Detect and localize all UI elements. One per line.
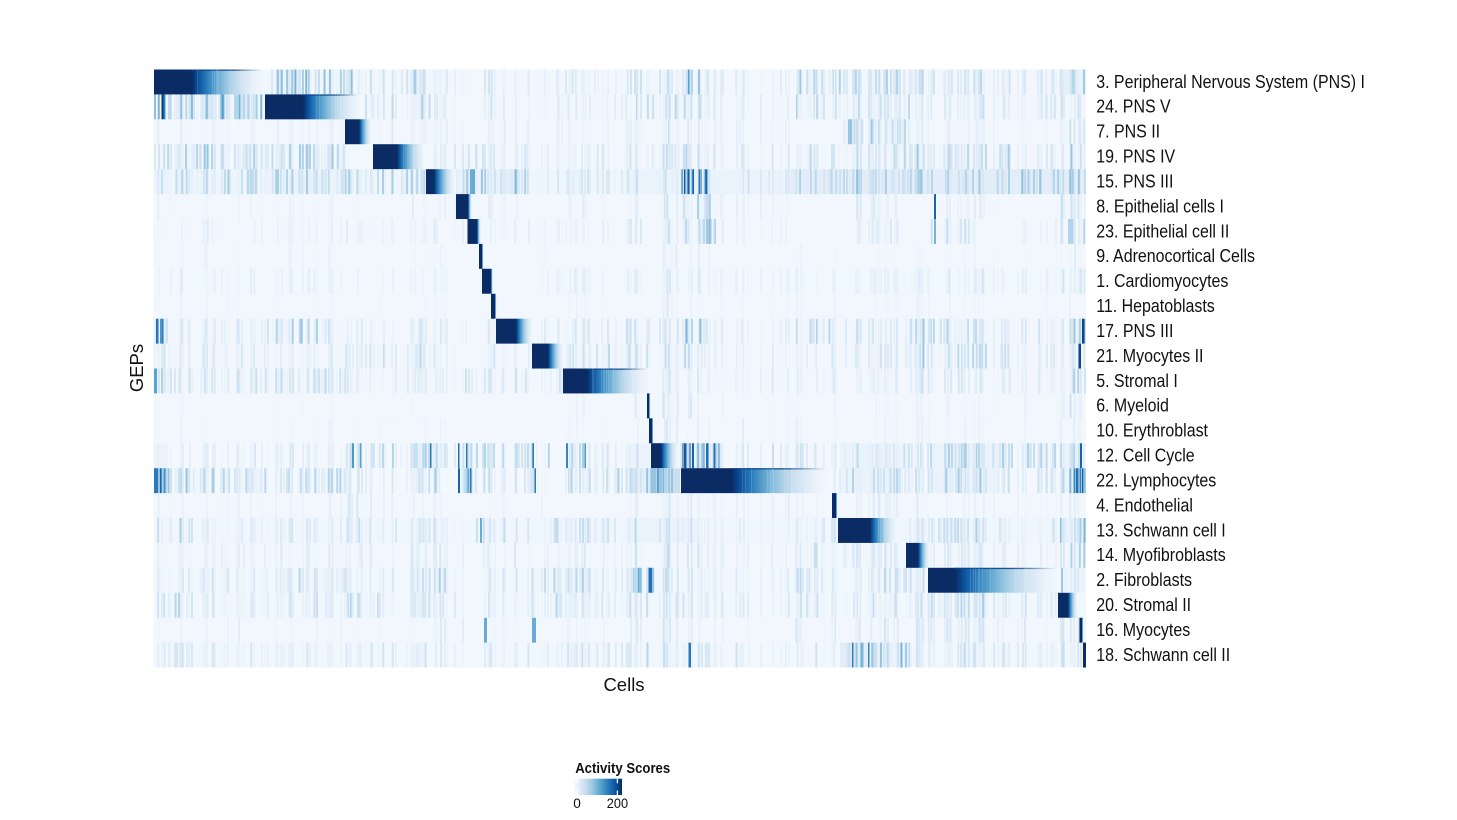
svg-text:GEPs: GEPs [126,344,147,392]
svg-text:16. Myocytes: 16. Myocytes [1096,620,1190,640]
svg-text:Activity Scores: Activity Scores [575,761,670,777]
svg-text:9. Adrenocortical Cells: 9. Adrenocortical Cells [1096,246,1255,266]
svg-text:17. PNS III: 17. PNS III [1096,321,1173,341]
svg-text:6. Myeloid: 6. Myeloid [1096,396,1169,416]
svg-text:24. PNS V: 24. PNS V [1096,97,1171,117]
svg-text:21. Myocytes II: 21. Myocytes II [1096,346,1203,366]
svg-text:19. PNS IV: 19. PNS IV [1096,147,1175,167]
svg-text:0: 0 [573,796,581,811]
svg-text:1. Cardiomyocytes: 1. Cardiomyocytes [1096,271,1228,291]
svg-text:12. Cell Cycle: 12. Cell Cycle [1096,446,1195,466]
svg-text:14. Myofibroblasts: 14. Myofibroblasts [1096,545,1226,565]
svg-text:8. Epithelial cells I: 8. Epithelial cells I [1096,196,1224,216]
svg-text:13. Schwann cell I: 13. Schwann cell I [1096,520,1226,540]
svg-text:11. Hepatoblasts: 11. Hepatoblasts [1096,296,1215,316]
svg-text:4. Endothelial: 4. Endothelial [1096,495,1193,515]
svg-text:15. PNS III: 15. PNS III [1096,171,1173,191]
svg-text:Cells: Cells [603,674,644,695]
svg-text:200: 200 [607,796,629,811]
svg-text:20. Stromal II: 20. Stromal II [1096,595,1191,615]
svg-text:3. Peripheral Nervous System (: 3. Peripheral Nervous System (PNS) I [1096,72,1365,92]
svg-text:2. Fibroblasts: 2. Fibroblasts [1096,570,1192,590]
svg-text:7. PNS II: 7. PNS II [1096,122,1160,142]
svg-text:23. Epithelial cell II: 23. Epithelial cell II [1096,221,1229,241]
svg-text:18. Schwann cell II: 18. Schwann cell II [1096,645,1230,665]
svg-text:5. Stromal I: 5. Stromal I [1096,371,1178,391]
svg-text:10. Erythroblast: 10. Erythroblast [1096,421,1208,441]
svg-text:22. Lymphocytes: 22. Lymphocytes [1096,470,1216,490]
